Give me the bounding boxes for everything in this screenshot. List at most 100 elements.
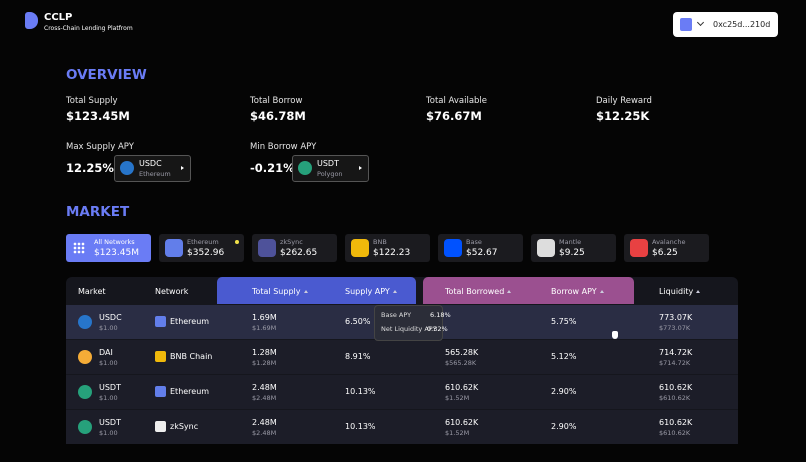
wallet-button[interactable]: 0xc25d...210d — [673, 12, 778, 37]
network-icon — [258, 239, 276, 257]
tooltip-label: Base APY — [381, 311, 412, 319]
table-row[interactable]: USDT $1.00 Ethereum 2.48M $2.48M 10.13% 610.62… — [66, 375, 738, 409]
stat-label: Total Borrow — [250, 96, 303, 106]
liquidity-usd: $610.62K — [659, 429, 691, 437]
arrow — [359, 166, 362, 170]
total-supply-usd: $1.28M — [252, 359, 277, 367]
table-row[interactable]: USDT $1.00 zkSync 2.48M $2.48M 10.13% 610.62K $… — [66, 410, 738, 444]
total-borrowed: 610.62K — [445, 383, 479, 392]
asset-name: USDC — [99, 313, 122, 322]
stat-value: $46.78M — [250, 109, 306, 123]
column-label: Liquidity — [659, 287, 694, 296]
apy-tooltip: Base APY 6.18% Net Liquidity APY 0.32% — [374, 305, 451, 341]
column-header: Network — [155, 287, 188, 296]
network-value: $52.67 — [466, 248, 498, 258]
network-icon — [444, 239, 462, 257]
network-icon — [165, 239, 183, 257]
total-supply-usd: $2.48M — [252, 394, 277, 402]
total-supply: 1.69M — [252, 313, 277, 322]
total-borrowed: 565.28K — [445, 348, 479, 357]
total-borrowed: 610.62K — [445, 418, 479, 427]
network-card[interactable]: Avalanche $6.25 — [624, 234, 709, 262]
asset-icon — [78, 350, 92, 364]
borrow-apy: 2.90% — [551, 422, 577, 431]
tagline: Cross-Chain Lending Platfrom — [44, 25, 133, 32]
network-name: Ethereum — [187, 238, 219, 246]
apy-value: 12.25% — [66, 161, 114, 175]
network-name: Mantle — [559, 238, 582, 246]
section-title: OVERVIEW — [66, 67, 147, 83]
market-table: Market Network Total Supply Supply APY Total… — [66, 277, 738, 444]
token-chip[interactable]: USDT Polygon — [292, 155, 369, 182]
token-name: USDT — [317, 159, 339, 168]
network-name: BNB Chain — [170, 352, 213, 361]
network-icon — [73, 242, 85, 254]
token-chip[interactable]: USDC Ethereum — [114, 155, 191, 182]
supply-apy: 10.13% — [345, 422, 376, 431]
column-label: Total Supply — [252, 287, 301, 296]
asset-icon — [78, 420, 92, 434]
network-value: $123.45M — [94, 248, 139, 258]
network-name: Ethereum — [170, 317, 210, 326]
sort-icon — [507, 290, 512, 293]
network-card[interactable]: BNB $122.23 — [345, 234, 430, 262]
liquidity-usd: $714.72K — [659, 359, 691, 367]
asset-name: USDT — [99, 418, 121, 427]
total-supply: 2.48M — [252, 418, 277, 427]
stat-label: Daily Reward — [596, 96, 652, 106]
sort-icon — [303, 290, 308, 293]
chevron — [696, 18, 705, 27]
column-label: Supply APY — [345, 287, 390, 296]
sort-icon — [599, 290, 604, 293]
network-name: Ethereum — [170, 387, 210, 396]
liquidity-usd: $773.07K — [659, 324, 691, 332]
tooltip-value: 0.32% — [427, 325, 448, 333]
network-card[interactable]: Base $52.67 — [438, 234, 523, 262]
column-header[interactable]: Borrow APY — [551, 287, 604, 296]
network-icon — [351, 239, 369, 257]
network-value: $122.23 — [373, 248, 411, 258]
network-icon — [155, 316, 166, 327]
network-card[interactable]: All Networks $123.45M — [66, 234, 151, 262]
network-icon — [155, 351, 166, 362]
network-icon — [537, 239, 555, 257]
token-network: Ethereum — [139, 170, 171, 178]
network-name: All Networks — [94, 238, 135, 246]
total-supply-usd: $2.48M — [252, 429, 277, 437]
token-icon — [298, 161, 312, 175]
network-card[interactable]: Ethereum $352.96 — [159, 234, 244, 262]
supply-apy: 8.91% — [345, 352, 371, 361]
supply-apy: 6.50% — [345, 317, 371, 326]
column-header[interactable]: Supply APY — [345, 287, 397, 296]
network-card[interactable]: Mantle $9.25 — [531, 234, 616, 262]
network-card[interactable]: zkSync $262.65 — [252, 234, 337, 262]
liquidity: 610.62K — [659, 418, 693, 427]
liquidity: 714.72K — [659, 348, 693, 357]
liquidity: 773.07K — [659, 313, 693, 322]
tooltip-label: Net Liquidity APY — [381, 325, 437, 333]
network-name: Avalanche — [652, 238, 686, 246]
column-label: Borrow APY — [551, 287, 597, 296]
column-header[interactable]: Total Supply — [252, 287, 308, 296]
asset-name: USDT — [99, 383, 121, 392]
apy-label: Min Borrow APY — [250, 142, 317, 152]
network-icon — [630, 239, 648, 257]
section-title: MARKET — [66, 204, 130, 220]
sort-icon — [696, 290, 701, 293]
supply-header-bg — [217, 277, 416, 304]
column-header[interactable]: Liquidity — [659, 287, 701, 296]
total-supply: 1.28M — [252, 348, 277, 357]
stat-value: $12.25K — [596, 109, 650, 123]
table-row[interactable]: DAI $1.00 BNB Chain 1.28M $1.28M 8.91% 565.28K… — [66, 340, 738, 374]
tooltip-value: 6.18% — [430, 311, 451, 319]
apy-label: Max Supply APY — [66, 142, 134, 152]
sort-icon — [392, 290, 397, 293]
asset-price: $1.00 — [99, 359, 118, 367]
asset-icon — [78, 315, 92, 329]
token-network: Polygon — [317, 170, 343, 178]
column-header[interactable]: Total Borrowed — [445, 287, 512, 296]
network-icon — [155, 386, 166, 397]
column-label: Total Borrowed — [445, 287, 505, 296]
network-name: zkSync — [280, 238, 303, 246]
